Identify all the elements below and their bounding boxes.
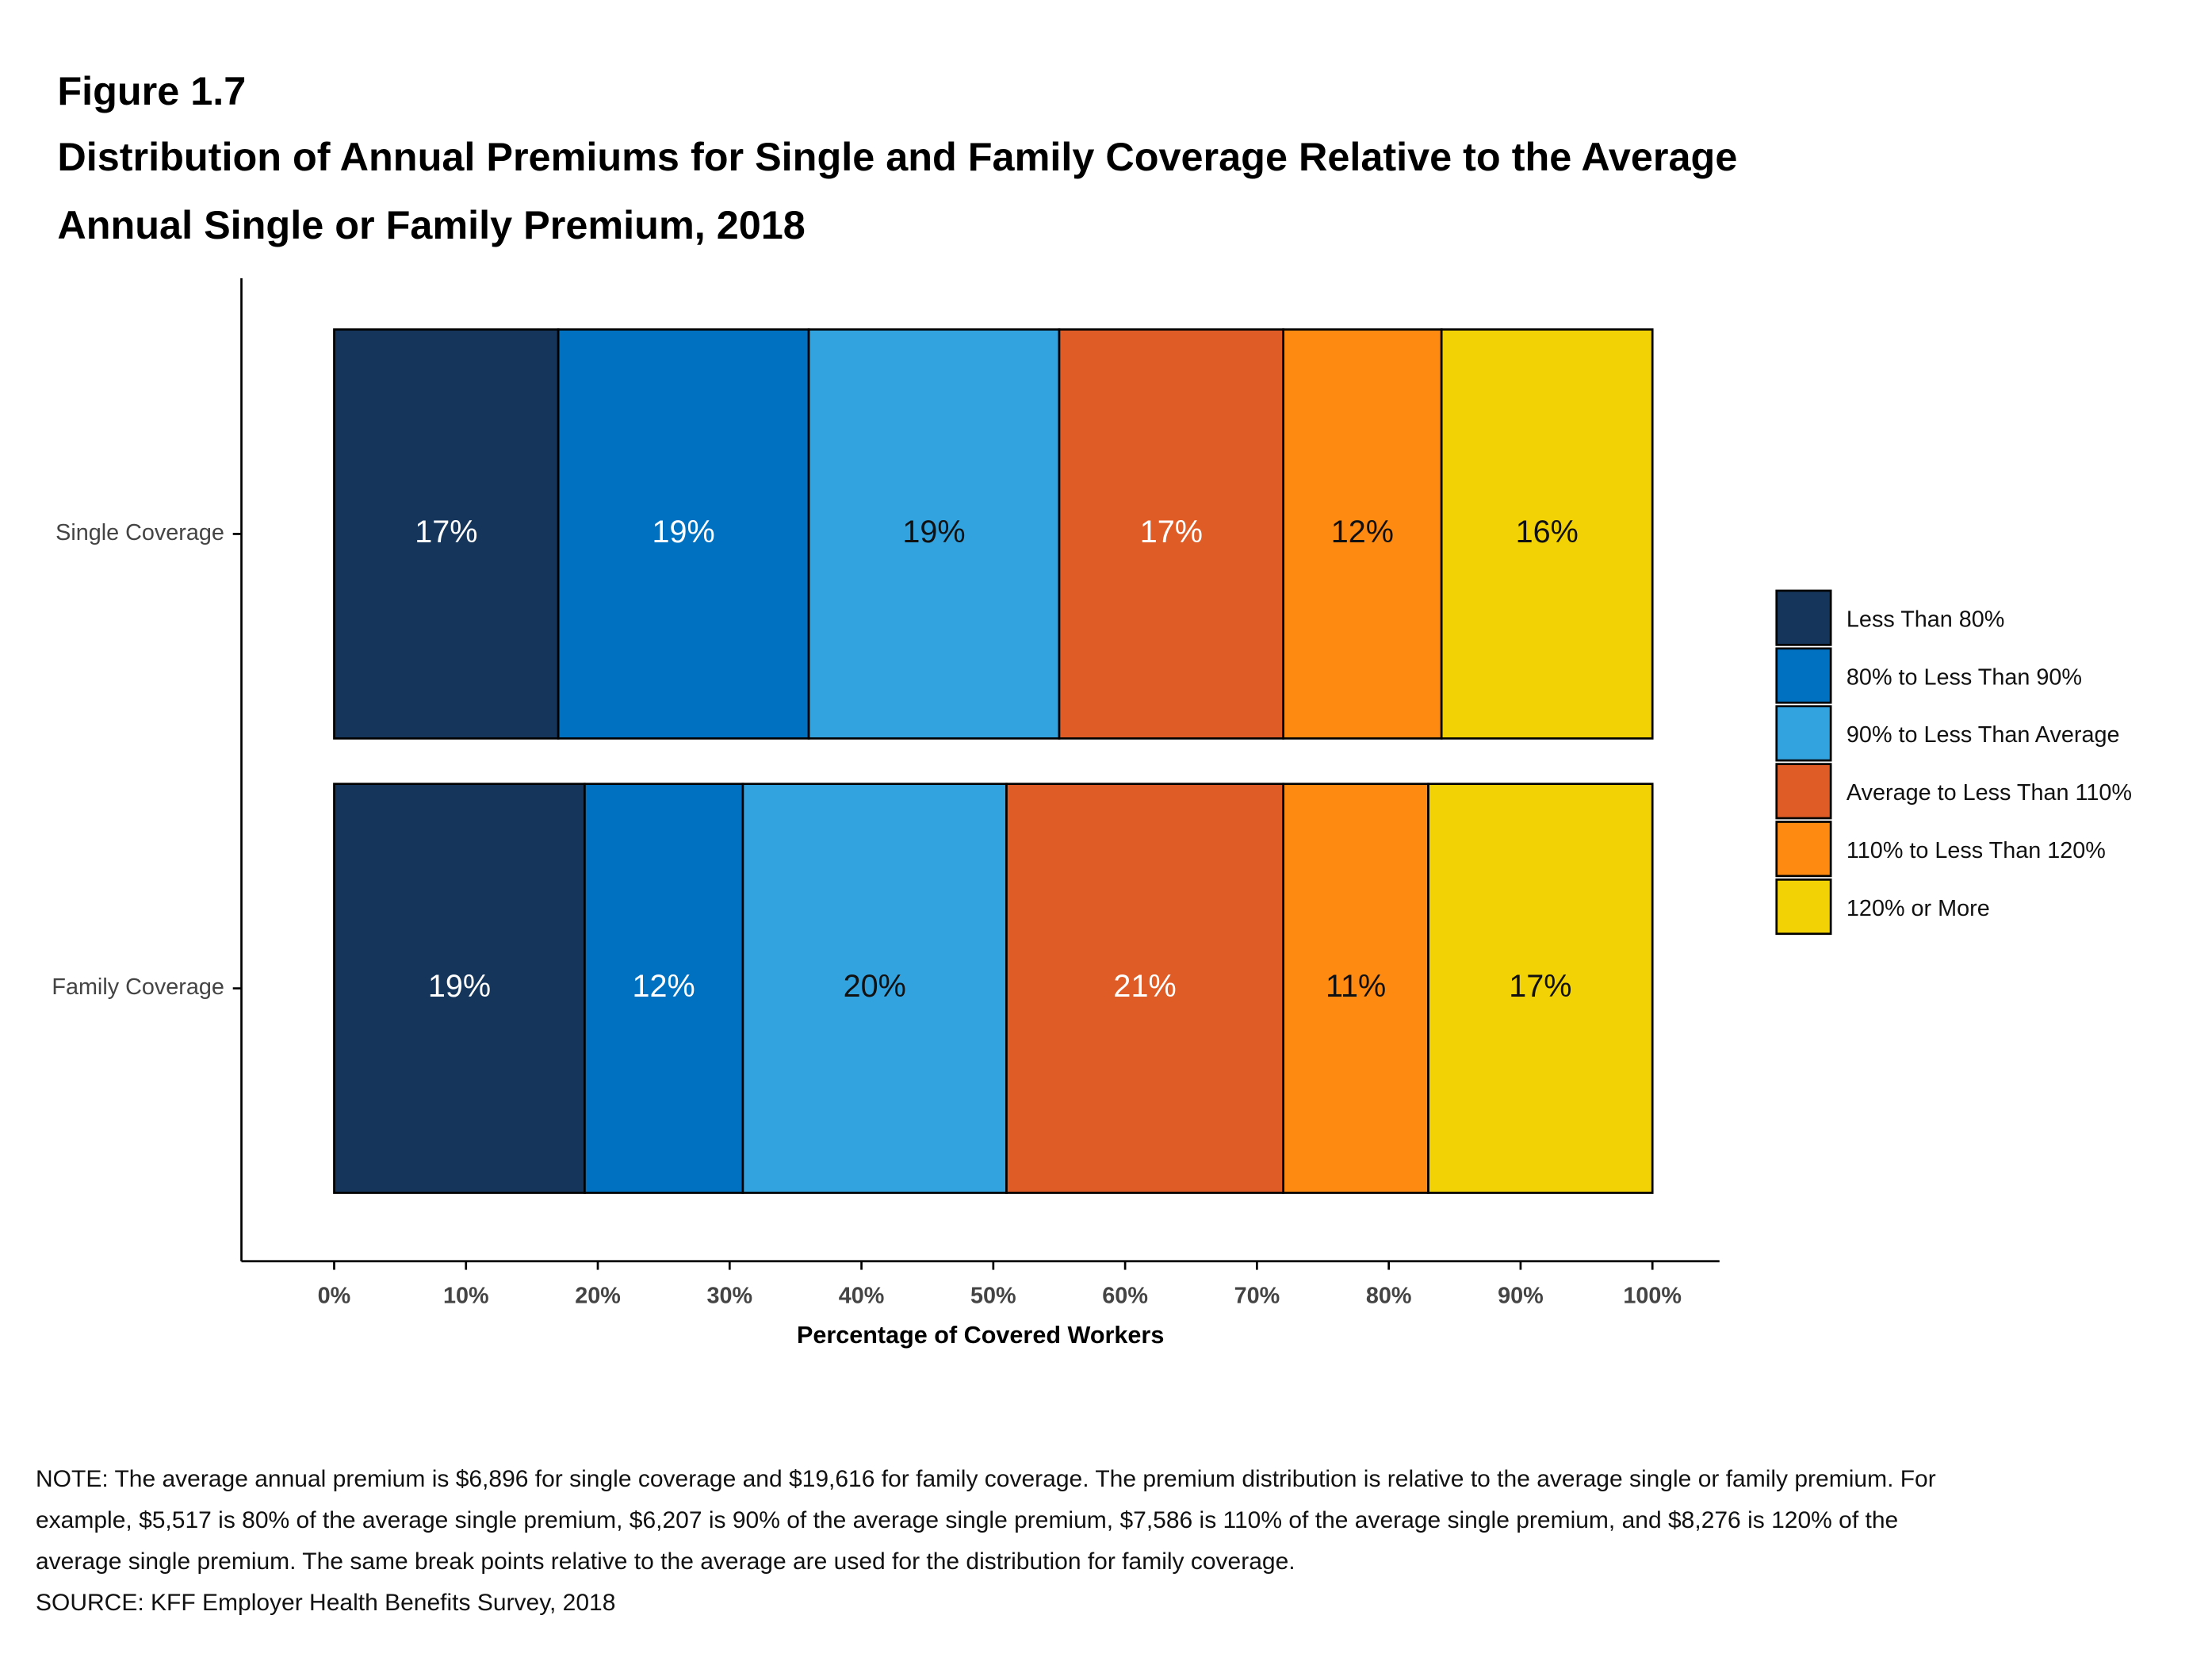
- x-axis-label: Percentage of Covered Workers: [797, 1322, 1164, 1349]
- legend-swatch: [1775, 821, 1832, 878]
- value-label: 20%: [844, 969, 906, 1004]
- y-tick-label: Family Coverage: [52, 974, 224, 1000]
- x-tick-label: 100%: [1623, 1283, 1682, 1308]
- chart-title: Distribution of Annual Premiums for Sing…: [57, 134, 1737, 179]
- legend-swatch: [1775, 878, 1832, 936]
- x-tick-label: 20%: [575, 1283, 621, 1308]
- legend-label: 110% to Less Than 120%: [1847, 838, 2106, 863]
- figure-label: Figure 1.7: [57, 68, 246, 113]
- legend-swatch: [1775, 705, 1832, 762]
- value-label: 21%: [1113, 969, 1176, 1004]
- value-label: 17%: [415, 515, 477, 549]
- bar-segment: [741, 783, 1008, 1194]
- x-tick-label: 60%: [1102, 1283, 1148, 1308]
- x-tick-label: 30%: [706, 1283, 752, 1308]
- note: NOTE: The average annual premium is $6,8…: [36, 1466, 1936, 1575]
- y-tick-label: Single Coverage: [55, 520, 224, 545]
- bar-segment: [1005, 783, 1284, 1194]
- chart-title: Annual Single or Family Premium, 2018: [57, 202, 805, 247]
- x-tick-label: 10%: [443, 1283, 489, 1308]
- bar-segment: [1282, 328, 1443, 740]
- legend-label: 90% to Less Than Average: [1847, 722, 2120, 748]
- x-tick-label: 40%: [839, 1283, 885, 1308]
- x-tick-label: 70%: [1234, 1283, 1280, 1308]
- bar-segment: [807, 328, 1061, 740]
- value-label: 12%: [1331, 515, 1394, 549]
- value-label: 19%: [902, 515, 965, 549]
- legend-swatch: [1775, 763, 1832, 820]
- legend-swatch: [1775, 647, 1832, 704]
- value-label: 12%: [633, 969, 695, 1004]
- value-label: 11%: [1326, 969, 1386, 1004]
- x-tick-label: 90%: [1498, 1283, 1544, 1308]
- bar-segment: [584, 783, 744, 1194]
- legend-label: Less Than 80%: [1847, 607, 2004, 632]
- value-label: 19%: [652, 515, 714, 549]
- legend-swatch: [1775, 589, 1832, 646]
- bar-segment: [1282, 783, 1429, 1194]
- value-label: 16%: [1516, 515, 1579, 549]
- source: SOURCE: KFF Employer Health Benefits Sur…: [36, 1590, 616, 1616]
- value-label: 19%: [428, 969, 491, 1004]
- bar-segment: [1427, 783, 1654, 1194]
- x-tick-label: 50%: [970, 1283, 1016, 1308]
- legend-label: 80% to Less Than 90%: [1847, 664, 2082, 690]
- legend-label: Average to Less Than 110%: [1847, 780, 2132, 806]
- value-label: 17%: [1509, 969, 1571, 1004]
- notes: NOTE: The average annual premium is $6,8…: [36, 1459, 1954, 1624]
- bar-segment: [1440, 328, 1654, 740]
- bar-segment: [333, 783, 586, 1194]
- value-label: 17%: [1140, 515, 1203, 549]
- x-tick-label: 80%: [1366, 1283, 1412, 1308]
- x-tick-label: 0%: [318, 1283, 351, 1308]
- legend-label: 120% or More: [1847, 896, 1990, 921]
